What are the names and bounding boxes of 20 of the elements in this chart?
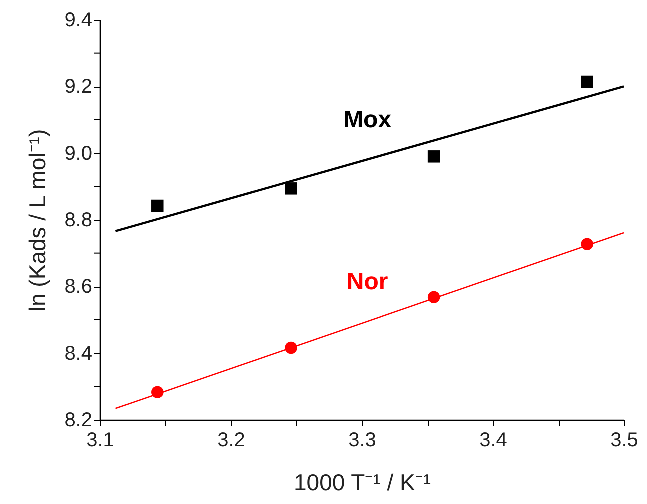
x-tick-label: 3.4 xyxy=(480,430,508,452)
point xyxy=(152,200,164,212)
y-tick-label: 8.6 xyxy=(64,276,92,298)
x-tick-label: 3.1 xyxy=(86,430,114,452)
series-label: Nor xyxy=(346,268,388,296)
x-tick-label: 3.2 xyxy=(218,430,246,452)
x-tick-label: 3.5 xyxy=(610,430,638,452)
x-tick-label: 3.3 xyxy=(348,430,376,452)
x-axis-title: 1000 T⁻¹ / K⁻¹ xyxy=(294,470,432,496)
y-tick-label: 9.2 xyxy=(64,76,92,98)
y-tick-label: 8.4 xyxy=(64,342,92,365)
y-tick-label: 9.0 xyxy=(64,142,92,165)
point xyxy=(581,76,594,88)
point xyxy=(285,182,298,195)
series-label: Mox xyxy=(344,106,392,134)
y-tick-label: 8.8 xyxy=(64,210,92,232)
point xyxy=(428,150,440,163)
y-tick-label: 8.2 xyxy=(64,410,92,432)
y-tick-label: 9.4 xyxy=(64,10,92,32)
y-axis-title: ln (Kads / L mol⁻¹) xyxy=(24,129,51,312)
